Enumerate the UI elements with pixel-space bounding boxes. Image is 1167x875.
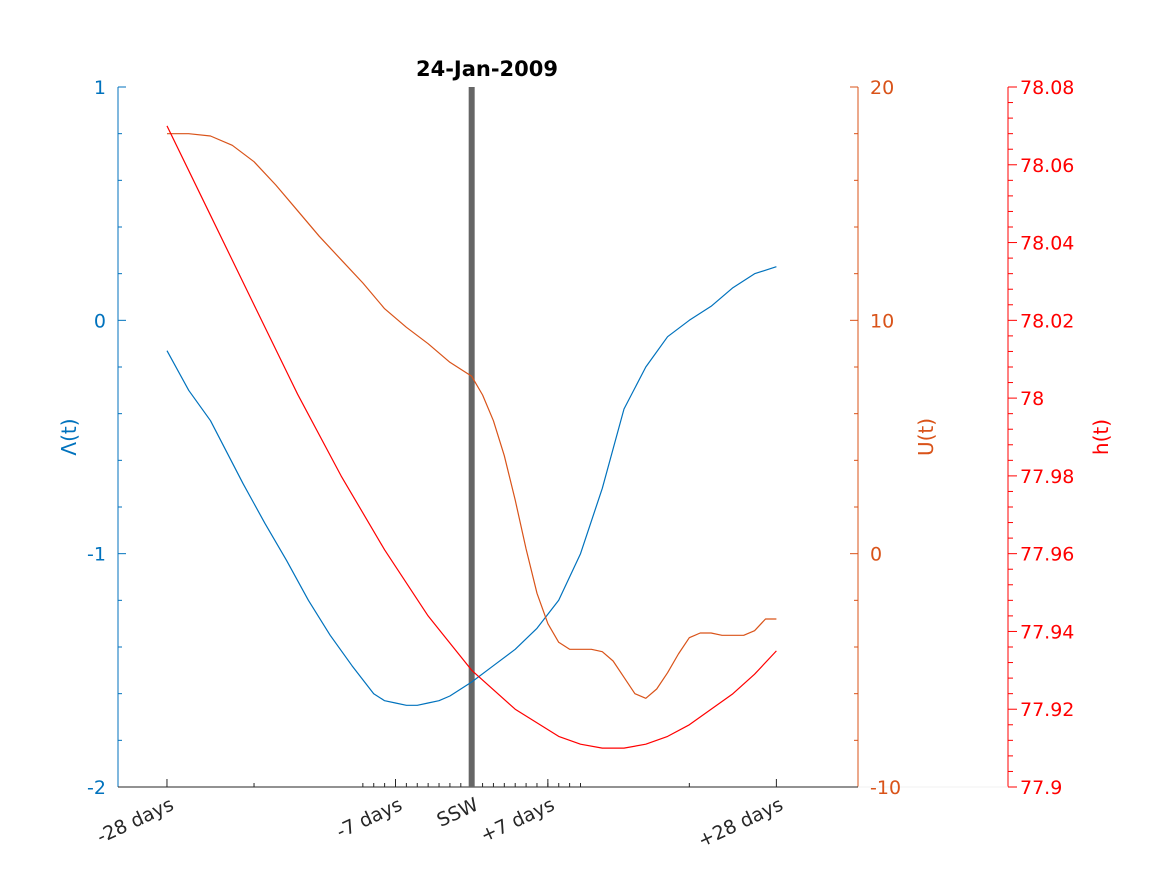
third-axis-tick-label: 78.04 <box>1020 233 1074 255</box>
axes-group: Λ(t) U(t) h(t) <box>57 86 1113 788</box>
left-axis-label: Λ(t) <box>57 418 81 455</box>
third-axis-tick-label: 78 <box>1020 388 1044 410</box>
right-axis-tick-label: 0 <box>870 544 882 566</box>
left-axis-tick-label: 0 <box>94 310 106 332</box>
third-axis-tick-label: 77.9 <box>1020 777 1062 799</box>
chart-title: 24-Jan-2009 <box>416 57 558 81</box>
right-axis-tick-label: 10 <box>870 310 894 332</box>
bottom-axis-tick-label: +7 days <box>477 794 558 847</box>
bottom-axis-tick-label: -28 days <box>94 794 178 849</box>
left-axis-tick-label: 1 <box>94 77 106 99</box>
bottom-axis-tick-label: +28 days <box>695 794 787 852</box>
third-axis-tick-label: 77.94 <box>1020 621 1074 643</box>
tick-label-group: 10-1-220100-1078.0878.0678.0478.027877.9… <box>87 77 1074 852</box>
right-axis-tick-label: 20 <box>870 77 894 99</box>
right-axis-tick-label: -10 <box>870 777 901 799</box>
third-axis-tick-label: 78.02 <box>1020 310 1074 332</box>
third-axis-tick-label: 77.96 <box>1020 544 1074 566</box>
third-axis-label: h(t) <box>1089 419 1113 455</box>
series-group <box>166 125 777 749</box>
third-axis-tick-label: 78.06 <box>1020 155 1074 177</box>
u-series-line <box>167 133 777 699</box>
lambda-series-line <box>166 266 777 706</box>
third-axis-tick-label: 77.98 <box>1020 466 1074 488</box>
h-series-line <box>166 125 777 749</box>
left-axis-tick-label: -1 <box>87 544 106 566</box>
third-axis-tick-label: 78.08 <box>1020 77 1074 99</box>
right-axis-label: U(t) <box>914 418 938 456</box>
bottom-axis-tick-label: SSW <box>434 794 482 832</box>
bottom-axis-tick-label: -7 days <box>333 794 406 843</box>
left-axis-tick-label: -2 <box>87 777 106 799</box>
third-axis-tick-label: 77.92 <box>1020 699 1074 721</box>
